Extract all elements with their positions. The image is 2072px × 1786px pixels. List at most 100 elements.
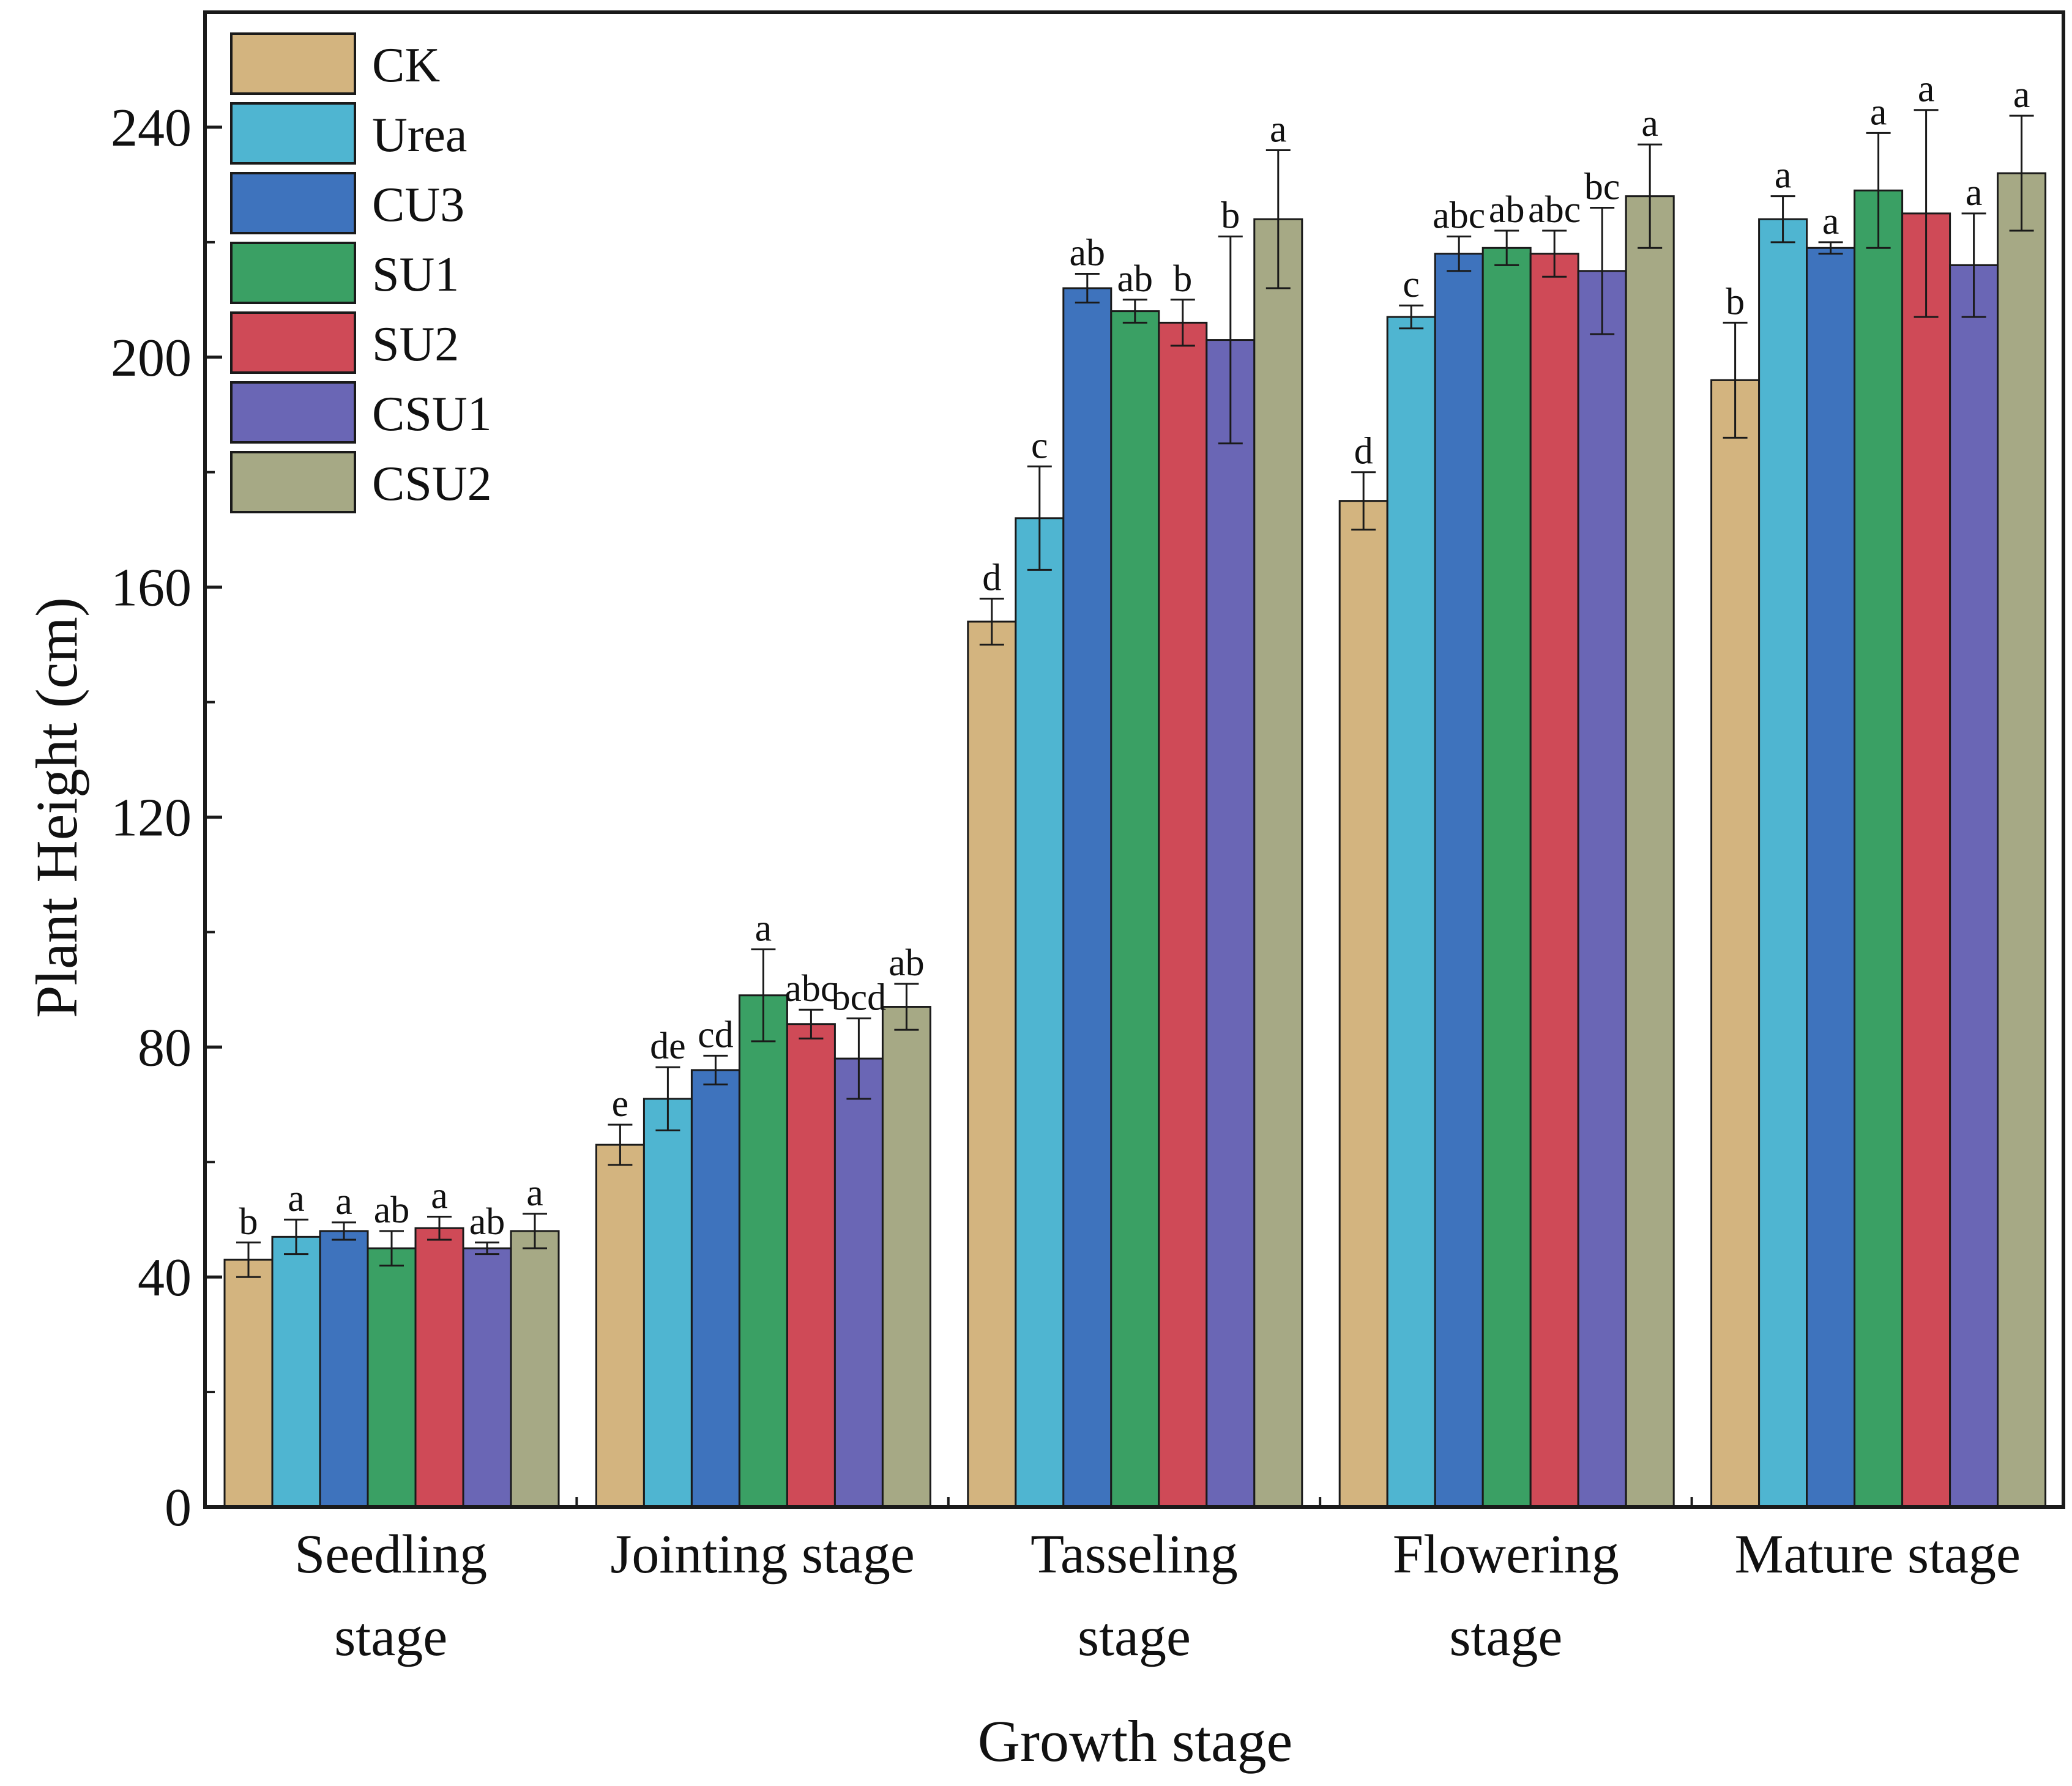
significance-label: ab [374,1189,410,1231]
bar-csu1 [1206,339,1256,1508]
significance-label: b [1221,195,1240,236]
plot-frame [203,10,2065,1509]
significance-label: a [431,1175,448,1216]
significance-label: d [982,557,1001,598]
bar-su1 [738,994,788,1508]
legend-label-csu1: CSU1 [372,387,492,441]
legend: CK Urea CU3 SU1 SU2 CSU1 CSU2 [230,32,492,513]
y-tick-label: 40 [138,1248,192,1308]
y-tick-label: 0 [165,1478,192,1538]
bar-csu1 [462,1247,512,1508]
x-category-label: Jointing stage [610,1524,914,1585]
significance-label: a [1822,201,1839,242]
legend-label-su1: SU1 [372,248,459,302]
significance-label: ab [889,942,925,984]
y-tick-label: 80 [138,1018,192,1077]
significance-label: bc [1584,166,1620,207]
significance-label: a [1966,172,1983,214]
bar-csu2 [1253,218,1303,1508]
bar-urea [1386,316,1436,1508]
bar-su2 [1901,212,1951,1508]
bar-urea [1015,517,1065,1508]
significance-label: b [239,1201,258,1243]
bar-su2 [414,1227,464,1508]
legend-swatch-cu3 [230,172,356,234]
x-category-label: stage [1078,1607,1191,1667]
significance-label: b [1173,258,1192,300]
bar-urea [271,1235,321,1508]
significance-label: c [1031,425,1048,466]
bar-cu3 [319,1230,369,1508]
legend-swatch-su1 [230,242,356,304]
y-tick-label: 160 [111,559,192,618]
x-axis-title: Growth stage [978,1708,1293,1774]
significance-label: a [335,1181,352,1222]
significance-label: cd [698,1014,734,1055]
x-category-label: stage [1449,1607,1562,1667]
significance-label: b [1726,281,1745,322]
legend-swatch-urea [230,102,356,165]
significance-label: a [2013,74,2030,116]
significance-label: a [1870,91,1887,133]
bars-layer [223,172,2047,1508]
legend-swatch-csu2 [230,451,356,513]
bar-urea [643,1098,693,1508]
legend-label-urea: Urea [372,108,467,162]
x-category-label: Flowering [1393,1524,1619,1585]
significance-label: abc [1528,189,1581,231]
x-category-label: Seedling [294,1524,487,1585]
bar-ck [223,1259,274,1508]
bar-ck [967,620,1017,1508]
bar-csu1 [1949,264,1999,1508]
bar-csu2 [881,1006,931,1508]
bar-ck [1710,379,1761,1508]
legend-swatch-su2 [230,311,356,374]
y-axis-title: Plant Height (cm) [24,597,89,1018]
y-tick-label: 200 [111,329,192,388]
significance-label: de [650,1025,686,1067]
legend-swatch-ck [230,32,356,95]
bar-cu3 [1806,247,1856,1508]
y-tick-label: 240 [111,99,192,158]
legend-swatch-csu1 [230,381,356,444]
x-axis: Seedling stage Jointing stage Tasseling stag… [294,1497,2021,1667]
legend-label-su2: SU2 [372,318,459,371]
bar-cu3 [690,1069,740,1508]
bar-csu2 [1625,195,1675,1508]
significance-label: ab [1070,233,1106,274]
significance-label: a [1641,103,1658,144]
legend-label-cu3: CU3 [372,178,464,232]
significance-label: abc [784,968,837,1010]
significance-label: a [1918,69,1935,110]
significance-label: a [755,908,772,950]
significance-label: bcd [832,977,887,1018]
x-category-label: Mature stage [1735,1524,2021,1585]
significance-label: a [1270,109,1287,151]
bar-cu3 [1062,287,1112,1508]
bar-su2 [1158,321,1208,1508]
bar-csu2 [510,1230,560,1508]
error-bars-layer [236,109,2034,1278]
significance-label: a [288,1178,305,1219]
bar-su1 [1854,189,1904,1508]
bar-su2 [786,1023,836,1508]
bar-su1 [367,1247,417,1508]
bar-csu2 [1997,172,2047,1508]
significance-label: a [526,1172,543,1214]
y-tick-label: 120 [111,788,192,847]
bar-csu1 [1577,270,1627,1508]
significance-label: e [612,1083,629,1125]
bar-su1 [1110,310,1160,1508]
x-category-label: Tasseling [1030,1524,1238,1585]
bar-su2 [1529,253,1579,1508]
bar-su1 [1481,247,1532,1508]
bar-cu3 [1434,253,1484,1508]
bar-ck [1338,500,1388,1508]
significance-label: d [1354,431,1373,472]
significance-label: abc [1433,195,1485,236]
significance-label: ab [1489,189,1525,231]
bar-csu1 [833,1057,884,1508]
legend-label-csu2: CSU2 [372,457,492,511]
bar-ck [595,1144,645,1508]
